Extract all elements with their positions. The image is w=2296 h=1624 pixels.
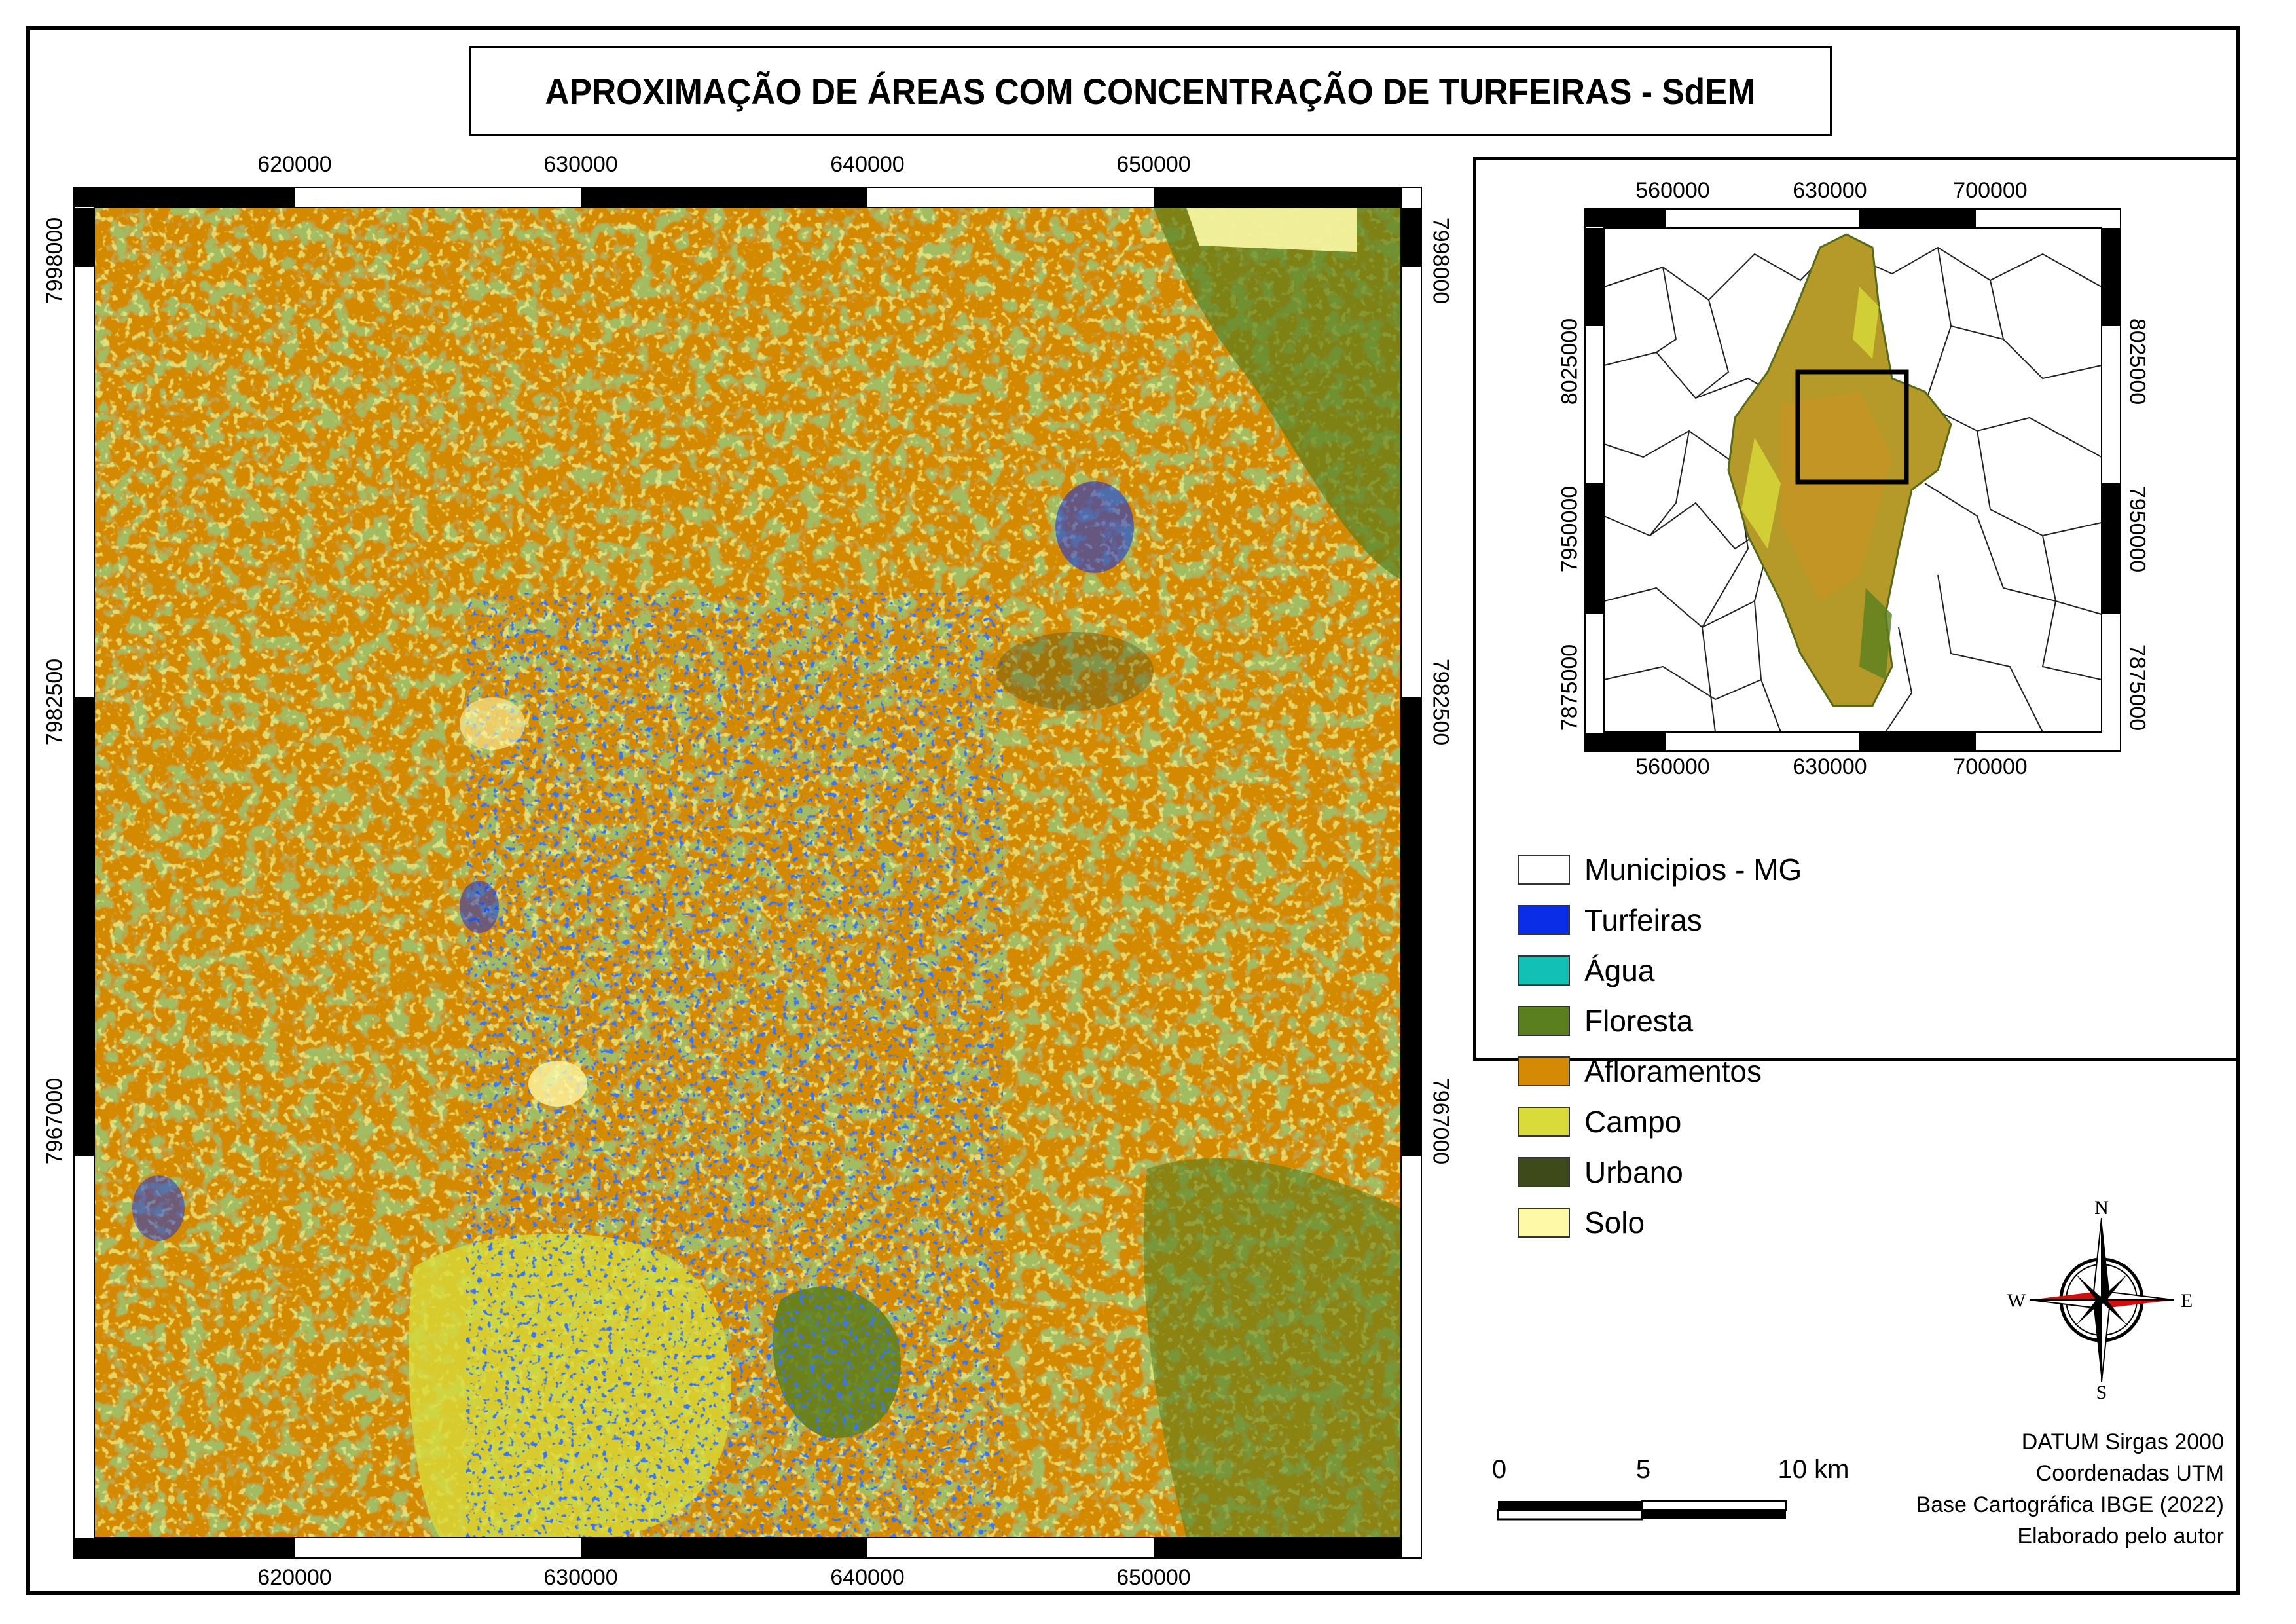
legend-label: Solo [1584, 1206, 1645, 1240]
legend-swatch-urbano [1518, 1157, 1570, 1187]
main-x-tick-top: 630000 [543, 152, 618, 177]
inset-x-tick-bottom: 560000 [1635, 754, 1710, 779]
main-x-tick-top: 620000 [257, 152, 332, 177]
legend-item: Municipios - MG [1518, 855, 1976, 887]
main-x-tick-bottom: 640000 [830, 1565, 905, 1590]
compass-s-label: S [2096, 1382, 2107, 1401]
legend-item: Campo [1518, 1107, 1976, 1139]
inset-x-tick-top: 560000 [1635, 178, 1710, 203]
main-x-tick-bottom: 620000 [257, 1565, 332, 1590]
main-y-tick-right: 7982500 [1428, 658, 1453, 746]
legend-item: Urbano [1518, 1157, 1976, 1190]
main-y-tick-left: 7967000 [42, 1077, 67, 1165]
main-x-tick-top: 650000 [1116, 152, 1191, 177]
inset-y-tick-left: 8025000 [1557, 318, 1582, 405]
map-title-box: APROXIMAÇÃO DE ÁREAS COM CONCENTRAÇÃO DE… [469, 46, 1832, 136]
credit-author: Elaborado pelo autor [2017, 1524, 2224, 1549]
credit-datum: DATUM Sirgas 2000 [2021, 1430, 2224, 1454]
inset-x-tick-top: 700000 [1953, 178, 2028, 203]
legend-label: Turfeiras [1584, 903, 1702, 937]
inset-x-tick-bottom: 700000 [1953, 754, 2028, 779]
scale-bar [1497, 1500, 1787, 1521]
legend-swatch-campo [1518, 1107, 1570, 1137]
map-credits: DATUM Sirgas 2000 Coordenadas UTM Base C… [1916, 1426, 2224, 1552]
legend-label: Urbano [1584, 1155, 1683, 1189]
scale-label-5: 5 [1635, 1455, 1651, 1484]
legend-swatch-municipios [1518, 855, 1570, 885]
legend-swatch-agua [1518, 955, 1570, 986]
legend-item: Solo [1518, 1208, 1976, 1240]
main-y-tick-right: 7967000 [1428, 1077, 1453, 1165]
map-title: APROXIMAÇÃO DE ÁREAS COM CONCENTRAÇÃO DE… [545, 70, 1756, 112]
compass-rose-icon: N S E W [2007, 1198, 2193, 1401]
credit-coordinates: Coordenadas UTM [2035, 1461, 2224, 1486]
inset-graticule-border [1584, 208, 2121, 752]
legend-item: Floresta [1518, 1006, 1976, 1039]
inset-y-tick-left: 7875000 [1557, 644, 1582, 731]
legend-item: Afloramentos [1518, 1056, 1976, 1089]
main-y-tick-left: 7998000 [42, 217, 67, 304]
legend-swatch-turfeiras [1518, 905, 1570, 935]
legend-label: Afloramentos [1584, 1054, 1762, 1088]
inset-y-tick-right: 7875000 [2124, 644, 2150, 731]
compass-e-label: E [2181, 1290, 2193, 1312]
main-map-graticule-border [73, 187, 1422, 1559]
legend-item: Turfeiras [1518, 905, 1976, 938]
legend-item: Água [1518, 955, 1976, 988]
main-map-extent-box [1795, 369, 1909, 485]
legend-swatch-floresta [1518, 1006, 1570, 1036]
legend-label: Municipios - MG [1584, 853, 1802, 887]
inset-y-tick-left: 7950000 [1557, 485, 1582, 573]
legend-label: Floresta [1584, 1004, 1694, 1038]
inset-x-tick-top: 630000 [1793, 178, 1867, 203]
inset-y-tick-right: 8025000 [2124, 318, 2150, 405]
credit-base: Base Cartográfica IBGE (2022) [1916, 1492, 2224, 1517]
inset-y-tick-right: 7950000 [2124, 485, 2150, 573]
legend-swatch-afloramentos [1518, 1056, 1570, 1086]
main-y-tick-right: 7998000 [1428, 217, 1453, 304]
legend-swatch-solo [1518, 1208, 1570, 1238]
legend-label: Campo [1584, 1105, 1682, 1139]
scale-label-10km: 10 km [1777, 1455, 1850, 1484]
main-x-tick-bottom: 650000 [1116, 1565, 1191, 1590]
main-x-tick-top: 640000 [830, 152, 905, 177]
main-map[interactable] [73, 187, 1422, 1559]
compass-w-label: W [2007, 1290, 2026, 1312]
inset-x-tick-bottom: 630000 [1793, 754, 1867, 779]
compass-n-label: N [2094, 1198, 2109, 1219]
scale-label-0: 0 [1491, 1455, 1507, 1484]
main-x-tick-bottom: 630000 [543, 1565, 618, 1590]
main-y-tick-left: 7982500 [42, 658, 67, 746]
inset-location-map[interactable] [1584, 208, 2121, 752]
inset-panel-frame [1473, 157, 2240, 1061]
land-cover-raster [94, 208, 1401, 1538]
legend-label: Água [1584, 953, 1655, 987]
